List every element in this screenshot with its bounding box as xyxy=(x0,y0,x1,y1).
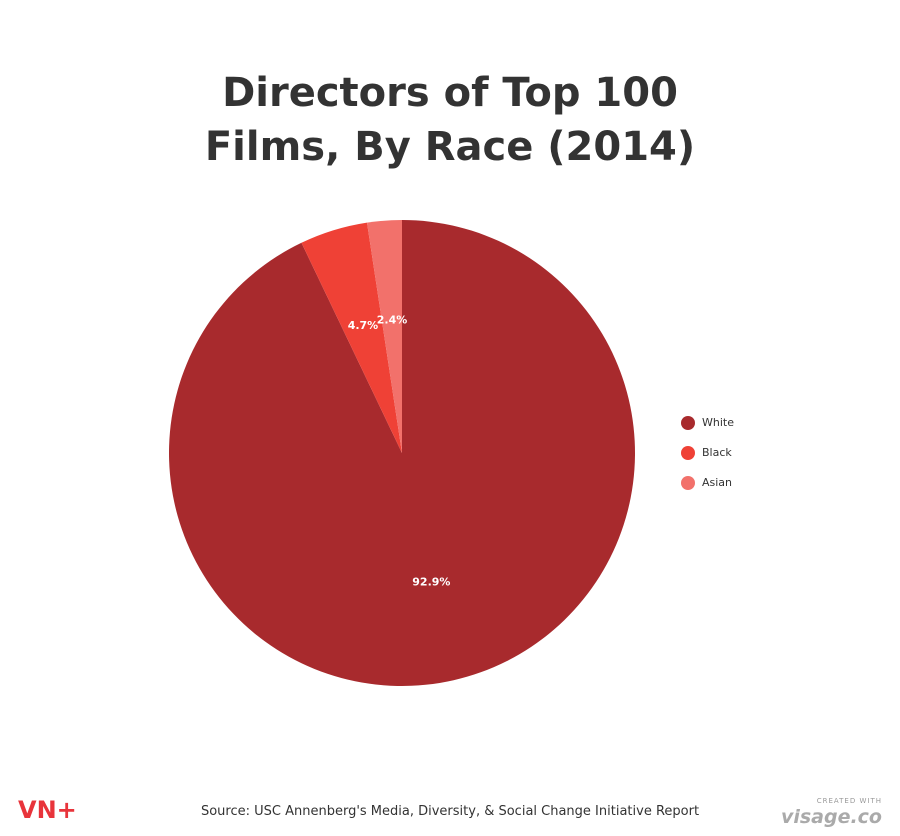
legend-label: Black xyxy=(702,446,732,459)
credit-small: CREATED WITH xyxy=(816,797,882,805)
chart-title: Directors of Top 100 Films, By Race (201… xyxy=(204,70,696,170)
pie-slice xyxy=(366,220,402,453)
pie-slice xyxy=(301,222,402,453)
logo: VN+ xyxy=(18,796,77,824)
legend-swatch xyxy=(681,476,695,490)
legend-label: Asian xyxy=(702,476,732,489)
legend-swatch xyxy=(681,416,695,430)
legend-swatch xyxy=(681,446,695,460)
value-label: 2.4% xyxy=(377,314,408,327)
legend-label: White xyxy=(702,416,734,429)
value-label: 92.9% xyxy=(412,576,450,589)
source: Source: USC Annenberg's Media, Diversity… xyxy=(200,804,700,819)
credit-brand: visage.co xyxy=(780,806,882,828)
value-label: 4.7% xyxy=(348,319,379,332)
